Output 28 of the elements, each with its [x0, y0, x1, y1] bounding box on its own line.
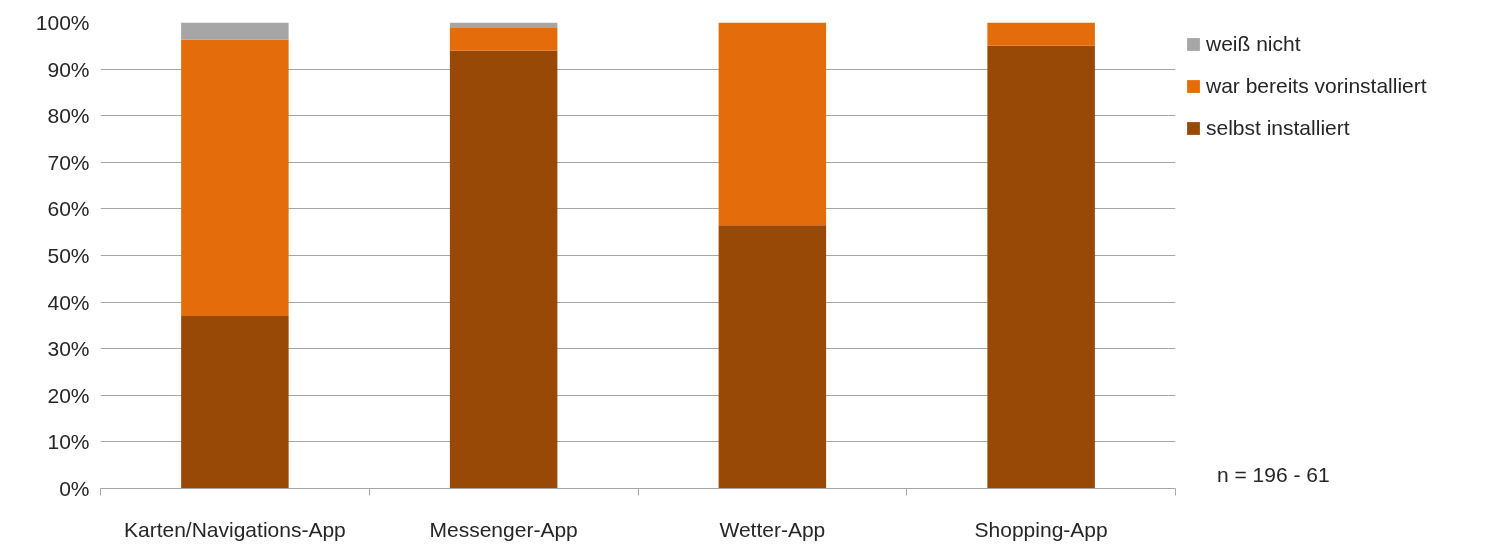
- y-tick-label: 10%: [47, 430, 90, 454]
- legend-label: weiß nicht: [1206, 32, 1301, 56]
- y-tick-label: 20%: [47, 383, 90, 407]
- bar: [718, 225, 827, 489]
- x-tick-label: Wetter-App: [719, 517, 826, 541]
- bar: [181, 22, 289, 40]
- y-tick-label: 60%: [47, 197, 90, 221]
- y-tick-label: 40%: [47, 290, 90, 314]
- bar: [987, 45, 1095, 489]
- y-tick-label: 0%: [59, 477, 90, 500]
- bar: [181, 316, 289, 489]
- y-tick-label: 70%: [47, 150, 90, 174]
- y-tick-label: 30%: [47, 337, 90, 361]
- bar: [449, 50, 558, 489]
- y-tick-label: 50%: [47, 244, 90, 267]
- y-tick-label: 90%: [47, 57, 90, 81]
- legend-label: war bereits vorinstalliert: [1206, 74, 1427, 98]
- legend-label: selbst installiert: [1206, 116, 1350, 140]
- y-tick-label: 100%: [35, 11, 90, 34]
- bar: [718, 22, 827, 226]
- bar: [987, 22, 1095, 46]
- x-tick-label: Messenger-App: [429, 517, 578, 541]
- text: n = 196 - 61: [1217, 462, 1330, 488]
- x-tick-label: Shopping-App: [974, 517, 1108, 541]
- bar: [449, 27, 558, 51]
- x-tick-label: Karten/Navigations-App: [123, 517, 346, 541]
- y-tick-label: 80%: [47, 104, 90, 128]
- bar: [181, 39, 289, 317]
